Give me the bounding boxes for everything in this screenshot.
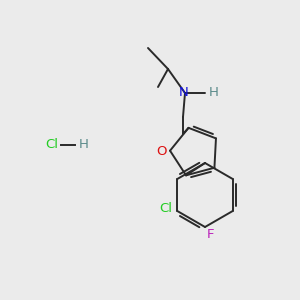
Text: N: N [179, 86, 189, 100]
Text: Cl: Cl [46, 139, 59, 152]
Text: Cl: Cl [159, 202, 172, 214]
Text: O: O [156, 145, 166, 158]
Text: H: H [79, 139, 89, 152]
Text: F: F [206, 229, 214, 242]
Text: H: H [209, 86, 219, 100]
